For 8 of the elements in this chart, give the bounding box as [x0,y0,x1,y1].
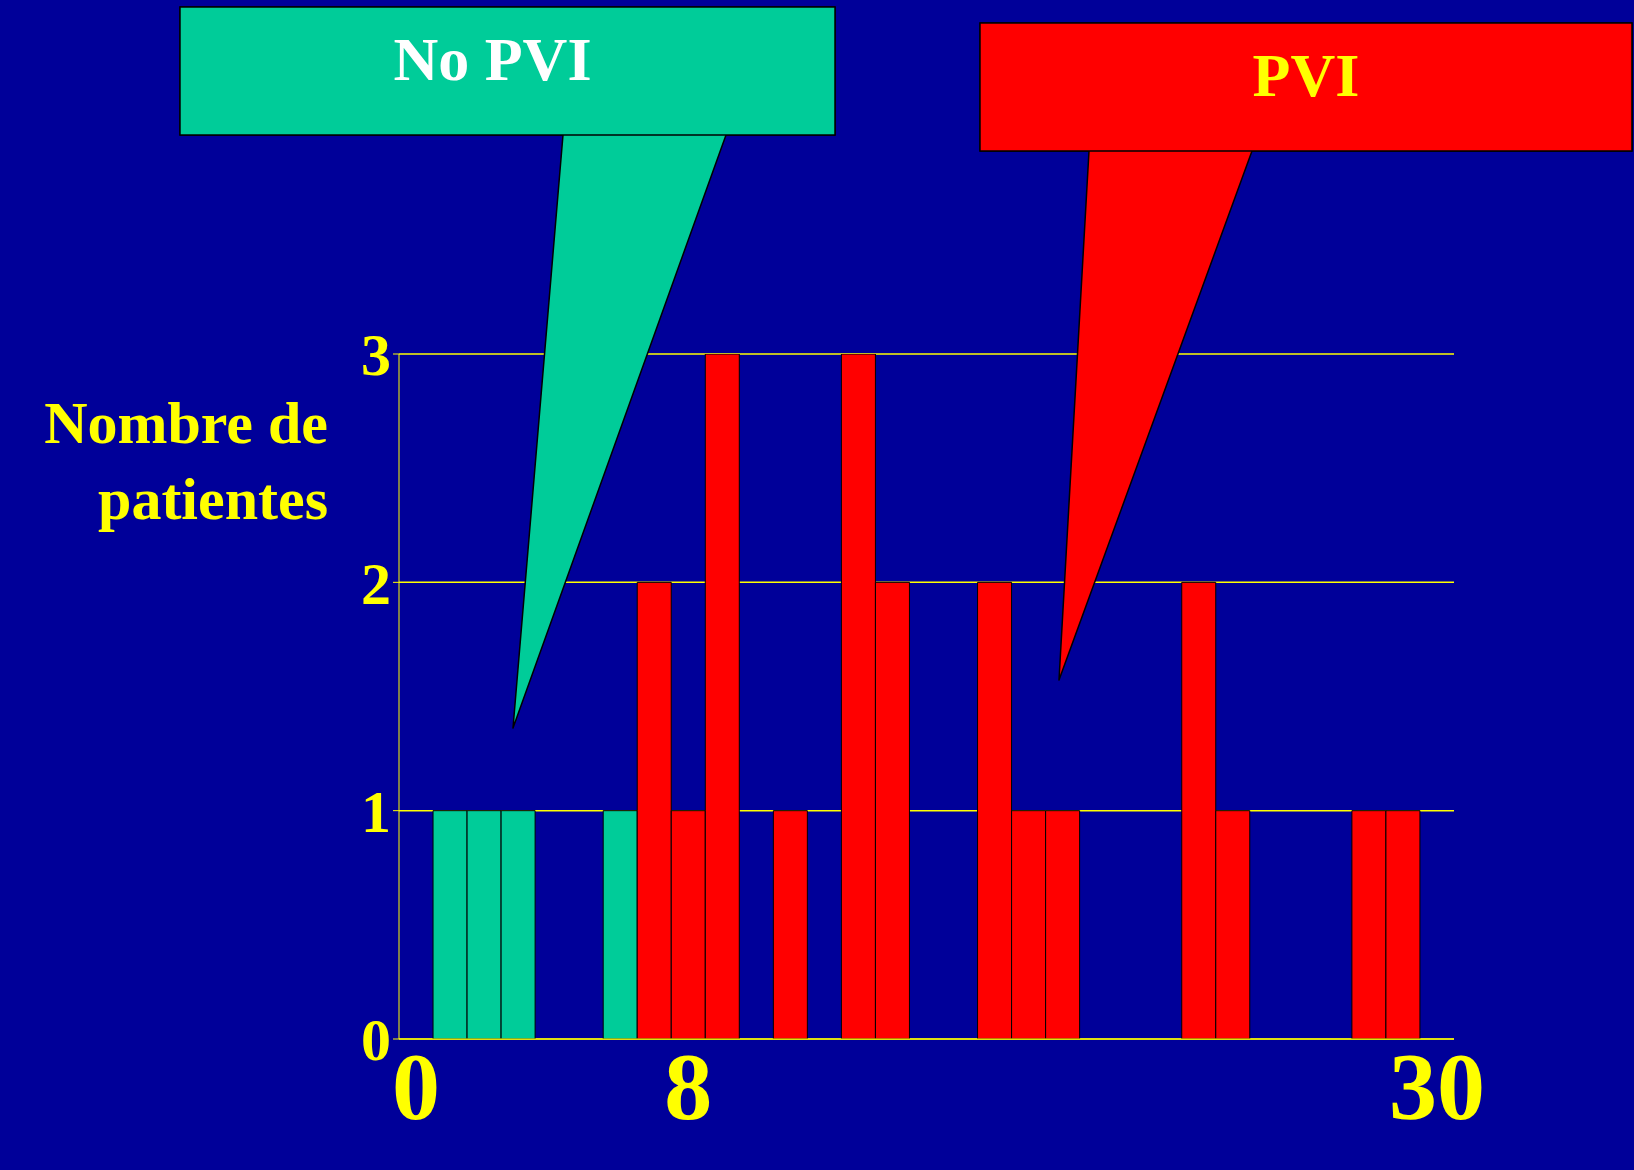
text: No PVI [393,25,592,93]
x-tick-label: 30 [1388,1033,1485,1141]
y-axis-title: Nombre de patientes [43,389,328,534]
y-tick-label: 3 [361,322,391,389]
x-tick-label: 8 [664,1033,713,1141]
y-tick-label: 2 [361,550,391,617]
y-tick-label: 1 [361,778,391,845]
text: PVI [1252,41,1360,109]
